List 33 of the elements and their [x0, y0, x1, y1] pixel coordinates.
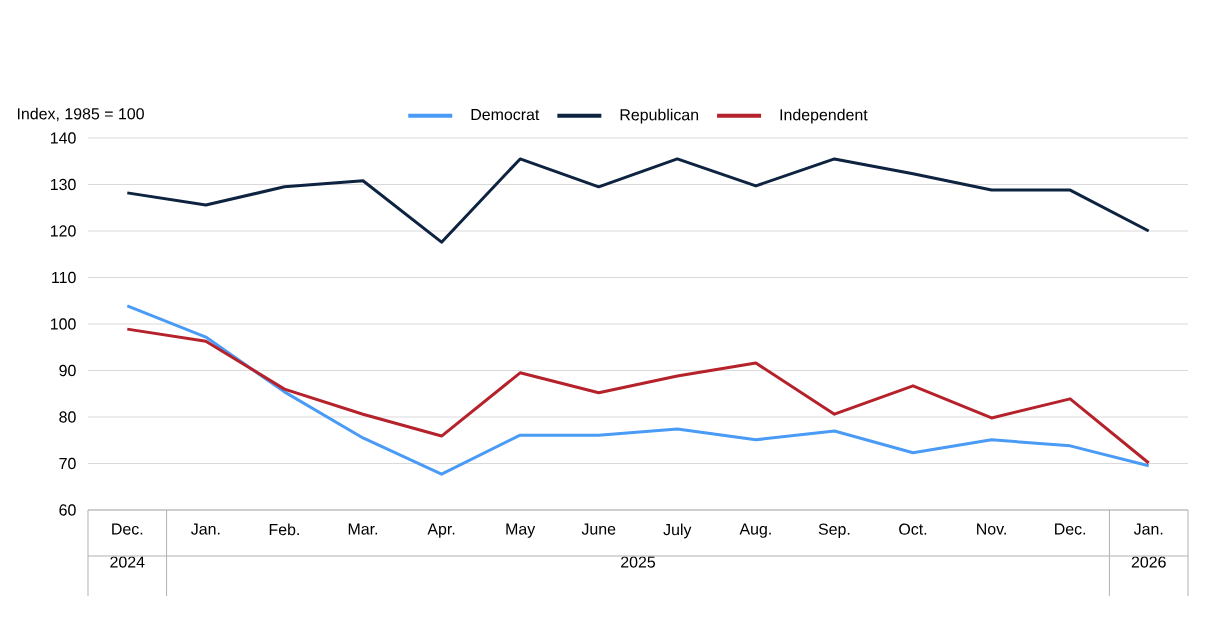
x-tick-label: Feb. — [269, 523, 299, 536]
x-tick-label: Aug. — [739, 523, 771, 538]
x-tick-label: Sep. — [818, 523, 850, 538]
x-tick-label: May — [506, 523, 536, 538]
x-tick-label: Nov. — [977, 523, 1006, 535]
y-tick-label: 100 — [50, 318, 76, 330]
x-tick-label: Apr. — [427, 523, 455, 538]
text: 2024 — [110, 556, 145, 568]
x-tick-label: Dec. — [112, 523, 143, 535]
x-tick-label: July — [663, 523, 692, 539]
y-tick-label: 110 — [52, 271, 76, 284]
y-axis-title: Index, 1985 = 100 — [17, 107, 144, 122]
x-tick-label: Mar. — [348, 523, 378, 535]
x-tick-label: Oct. — [899, 523, 927, 535]
y-tick-label: 120 — [50, 225, 76, 237]
legend-label: Independent — [780, 108, 868, 124]
legend-label: Republican — [620, 108, 699, 124]
y-tick-label: 90 — [59, 364, 76, 377]
legend-label: Democrat — [471, 109, 540, 121]
x-tick-label: Jan. — [1133, 523, 1163, 535]
y-tick-label: 140 — [50, 132, 76, 144]
line-series — [125, 304, 1151, 476]
y-tick-label: 130 — [50, 178, 76, 191]
line-series — [125, 327, 1151, 465]
x-tick-label: Jan. — [191, 523, 220, 535]
y-tick-label: 70 — [59, 457, 76, 470]
text: 2026 — [1131, 556, 1166, 568]
line-series — [125, 157, 1151, 244]
x-tick-label: Dec. — [1055, 523, 1086, 535]
x-tick-label: June — [581, 523, 616, 535]
y-tick-label: 80 — [59, 411, 76, 423]
text: 2025 — [621, 556, 656, 568]
y-tick-label: 60 — [59, 504, 76, 516]
